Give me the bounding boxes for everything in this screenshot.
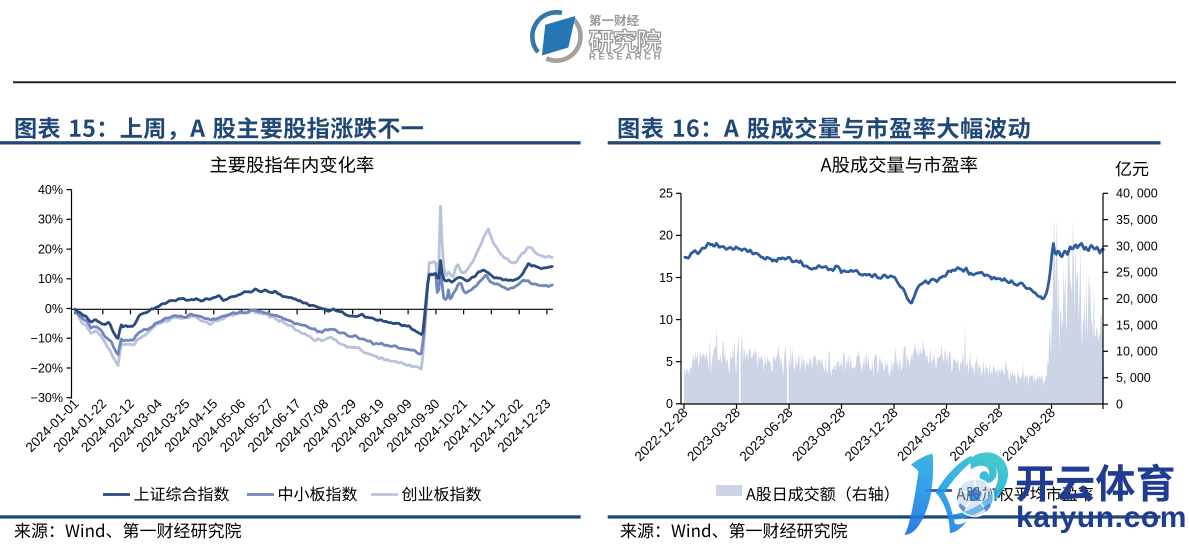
svg-text:5, 000: 5, 000	[1116, 371, 1151, 385]
svg-text:30, 000: 30, 000	[1116, 239, 1158, 253]
svg-text:35, 000: 35, 000	[1116, 213, 1158, 227]
svg-text:10: 10	[659, 313, 673, 327]
svg-text:10, 000: 10, 000	[1116, 345, 1158, 359]
svg-text:10%: 10%	[38, 272, 63, 286]
svg-text:25, 000: 25, 000	[1116, 266, 1158, 280]
svg-text:5: 5	[666, 355, 673, 369]
svg-text:0%: 0%	[45, 302, 63, 316]
svg-text:0: 0	[666, 397, 673, 411]
svg-text:RESEARCH: RESEARCH	[589, 52, 663, 63]
svg-text:0: 0	[1116, 397, 1123, 411]
svg-text:40%: 40%	[38, 183, 63, 197]
svg-text:25: 25	[659, 187, 673, 201]
svg-text:30%: 30%	[38, 213, 63, 227]
svg-text:−10%: −10%	[31, 332, 63, 346]
svg-text:20%: 20%	[38, 242, 63, 256]
svg-text:15: 15	[659, 271, 673, 285]
svg-text:−20%: −20%	[31, 361, 63, 375]
svg-text:20: 20	[659, 229, 673, 243]
svg-text:20, 000: 20, 000	[1116, 292, 1158, 306]
svg-text:40, 000: 40, 000	[1116, 187, 1158, 201]
svg-text:−30%: −30%	[31, 391, 63, 405]
svg-text:15, 000: 15, 000	[1116, 318, 1158, 332]
svg-text:kaiyun.com: kaiyun.com	[1016, 501, 1187, 534]
